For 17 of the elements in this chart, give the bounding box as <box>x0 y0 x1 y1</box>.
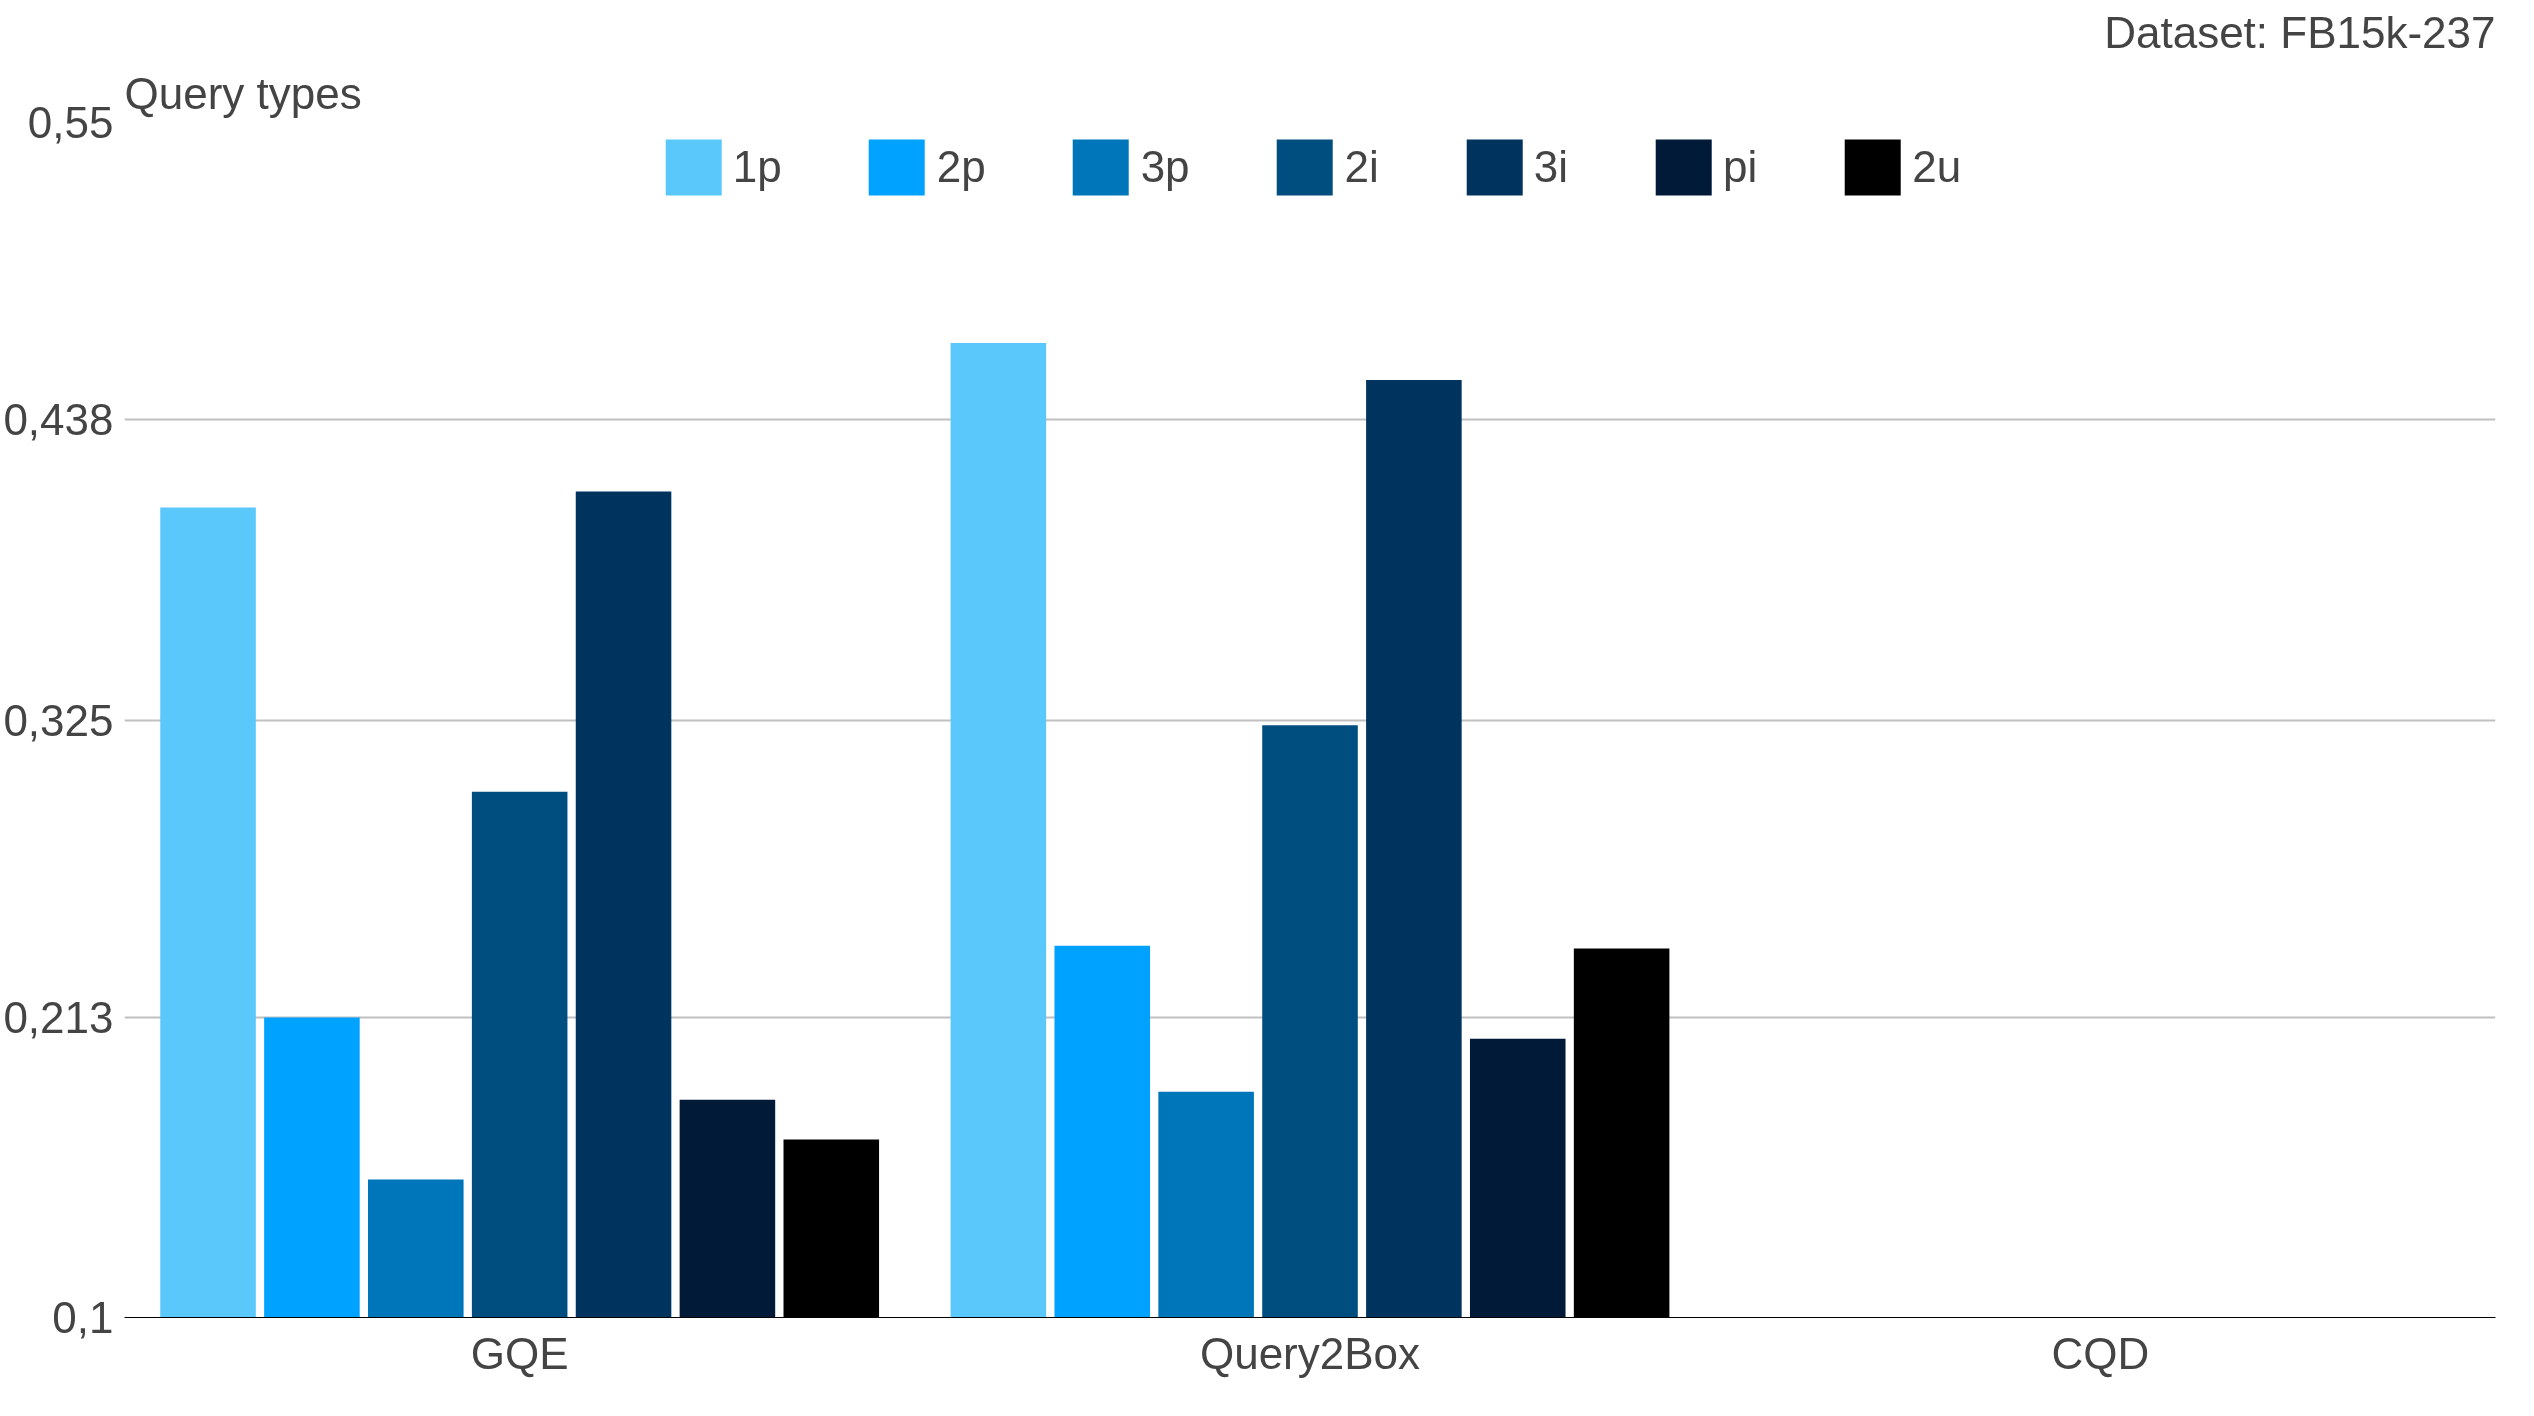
legend-label: 2u <box>1912 142 1962 192</box>
y-tick-label: 0,1 <box>52 1293 114 1342</box>
x-tick-label: Query2Box <box>1199 1328 1421 1378</box>
y-tick-label: 0,438 <box>3 395 114 445</box>
legend-label: 3i <box>1533 142 1569 192</box>
legend-label: 3p <box>1140 142 1190 192</box>
legend-title: Query types <box>124 68 362 118</box>
legend-label: pi <box>1723 142 1758 192</box>
y-tick-label: 0,55 <box>27 98 114 147</box>
y-tick-label: 0,213 <box>3 992 114 1042</box>
y-tick-label: 0,325 <box>3 695 114 745</box>
legend-label: 2i <box>1344 142 1379 192</box>
x-tick-label: CQD <box>2051 1328 2150 1378</box>
x-tick-label: GQE <box>470 1328 569 1378</box>
legend-label: 2p <box>936 142 986 192</box>
text: Dataset: FB15k-237 <box>2104 7 2496 57</box>
legend-label: 1p <box>732 142 782 192</box>
